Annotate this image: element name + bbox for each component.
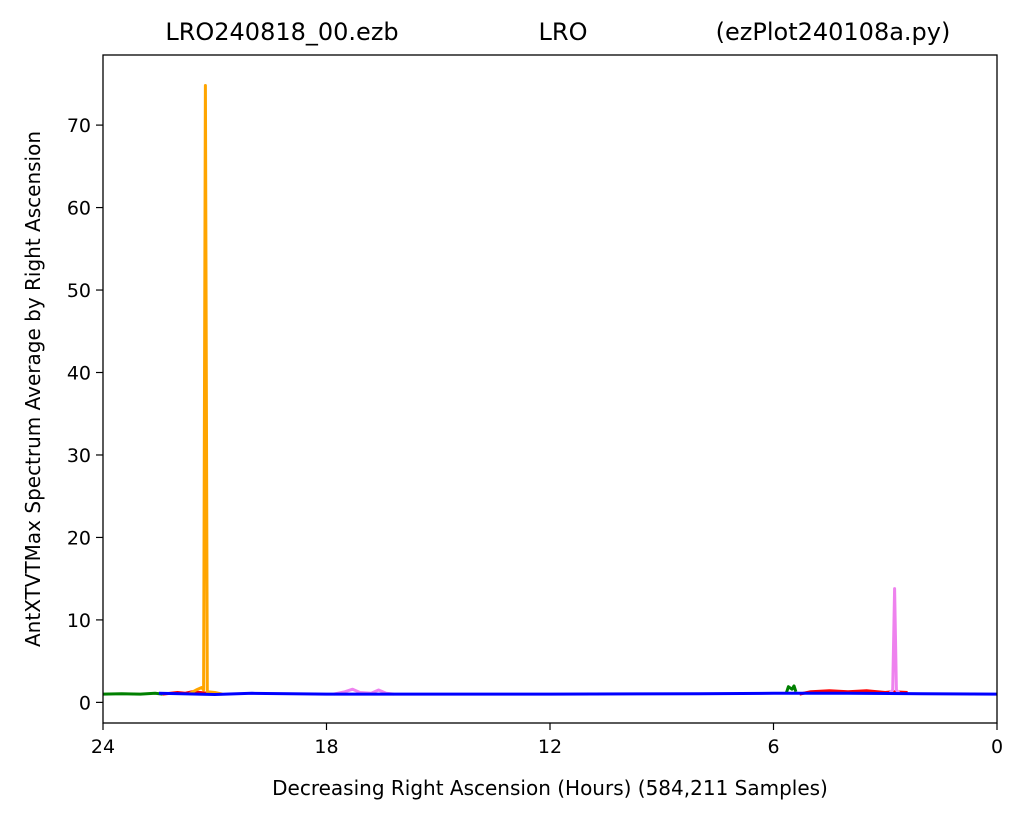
y-tick-label: 50 [67, 280, 91, 302]
x-tick-label: 0 [991, 736, 1003, 758]
series-line-4 [785, 684, 798, 693]
series-line-0 [102, 691, 163, 696]
chart-title-site: LRO [539, 18, 588, 46]
x-tick-label: 18 [314, 736, 338, 758]
y-tick-label: 30 [67, 445, 91, 467]
plot-frame [102, 54, 998, 724]
y-tick-label: 40 [67, 363, 91, 385]
x-axis-label: Decreasing Right Ascension (Hours) (584,… [272, 776, 828, 800]
x-tick-label: 24 [91, 736, 115, 758]
y-axis-label: AntXTVTMax Spectrum Average by Right Asc… [21, 131, 45, 647]
y-tick-label: 60 [67, 198, 91, 220]
series-line-2 [187, 84, 223, 696]
x-tick-label: 6 [767, 736, 779, 758]
y-tick-label: 20 [67, 527, 91, 549]
chart-title-file: LRO240818_00.ezb [165, 18, 398, 46]
chart-title-script: (ezPlot240108a.py) [716, 18, 951, 46]
series-line-7 [158, 691, 998, 696]
y-tick-label: 70 [67, 115, 91, 137]
series-layer [102, 84, 998, 696]
y-tick-label: 10 [67, 610, 91, 632]
x-tick-label: 12 [538, 736, 562, 758]
series-line-6 [887, 587, 902, 696]
y-tick-label: 0 [79, 692, 91, 714]
x-axis-ticks: 24 18 12 6 0 [91, 723, 1003, 758]
y-axis-ticks: 0 10 20 30 40 50 60 70 [67, 115, 103, 714]
